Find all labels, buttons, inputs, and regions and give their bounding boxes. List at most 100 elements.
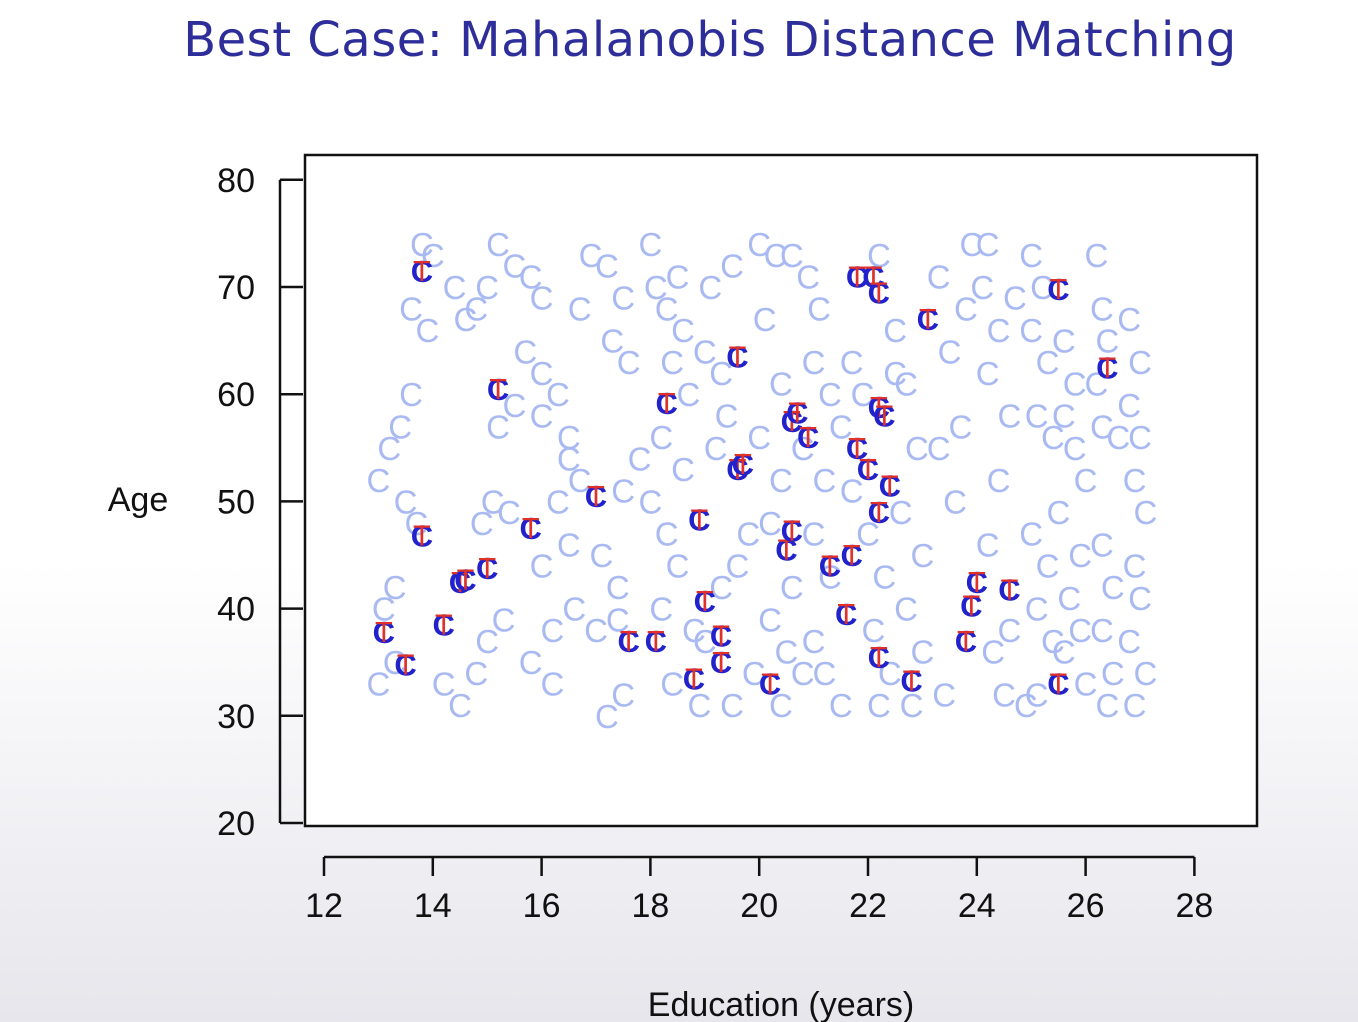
- treated-point: T: [685, 663, 703, 695]
- matched-control-point: C: [726, 452, 748, 487]
- control-point: C: [590, 537, 614, 574]
- control-point: C: [780, 237, 804, 274]
- treated-point: T: [457, 565, 475, 597]
- treated-point: T: [413, 256, 431, 288]
- treated-point: T: [691, 505, 709, 537]
- control-point: C: [497, 494, 521, 531]
- treated-point: T: [1001, 574, 1019, 606]
- control-point: C: [1019, 312, 1043, 349]
- x-tick-label: 16: [523, 887, 561, 925]
- control-point: C: [492, 601, 516, 638]
- control-point: C: [530, 398, 554, 435]
- control-point: C: [758, 505, 782, 542]
- x-tick-label: 20: [740, 887, 778, 925]
- x-tick-label: 12: [305, 887, 343, 925]
- control-point: C: [932, 676, 956, 713]
- matched-control-point: C: [955, 624, 977, 659]
- control-point: C: [541, 666, 565, 703]
- control-point: C: [1106, 419, 1130, 456]
- control-point: C: [513, 333, 537, 370]
- matched-control-point: C: [966, 565, 988, 600]
- control-point: C: [611, 280, 635, 317]
- control-point: C: [954, 290, 978, 327]
- control-point: C: [791, 430, 815, 467]
- control-point: C: [666, 548, 690, 585]
- control-point: C: [579, 237, 603, 274]
- control-point: C: [1095, 323, 1119, 360]
- control-point: C: [1090, 290, 1114, 327]
- control-point: C: [1052, 398, 1076, 435]
- control-point: C: [894, 365, 918, 402]
- control-point: C: [1046, 494, 1070, 531]
- treated-point: T: [729, 454, 747, 486]
- control-point: C: [568, 290, 592, 327]
- control-point: C: [443, 269, 467, 306]
- matched-control-point: C: [781, 513, 803, 548]
- control-point: C: [454, 301, 478, 338]
- matched-control-point: C: [846, 259, 868, 294]
- control-point: C: [1117, 623, 1141, 660]
- control-point: C: [432, 666, 456, 703]
- treated-point: T: [783, 406, 801, 438]
- control-point: C: [693, 333, 717, 370]
- control-point: C: [774, 633, 798, 670]
- control-point: C: [1068, 537, 1092, 574]
- control-point: C: [448, 687, 472, 724]
- control-point: C: [1090, 408, 1114, 445]
- x-tick-label: 24: [958, 887, 996, 925]
- control-point: C: [502, 387, 526, 424]
- treated-point: T: [957, 626, 975, 658]
- matched-control-point: C: [879, 468, 901, 503]
- matched-control-point: C: [1047, 272, 1069, 307]
- control-point: C: [671, 451, 695, 488]
- x-tick-label: 14: [414, 887, 452, 925]
- y-tick-label: 60: [217, 376, 255, 414]
- control-point: C: [557, 441, 581, 478]
- y-axis-title: Age: [108, 481, 169, 519]
- control-point: C: [883, 355, 907, 392]
- control-point: C: [987, 462, 1011, 499]
- treated-point: T: [734, 449, 752, 481]
- treated-point: T: [413, 521, 431, 553]
- control-point: C: [1019, 516, 1043, 553]
- control-point: C: [1123, 548, 1147, 585]
- treated-point: T: [587, 481, 605, 513]
- control-point: C: [856, 516, 880, 553]
- control-point: C: [638, 226, 662, 263]
- control-point: C: [976, 526, 1000, 563]
- control-point: C: [383, 569, 407, 606]
- control-point: C: [377, 430, 401, 467]
- treated-point: T: [837, 599, 855, 631]
- control-point: C: [388, 408, 412, 445]
- control-point: C: [557, 526, 581, 563]
- treated-point: T: [522, 513, 540, 545]
- control-point: C: [519, 644, 543, 681]
- control-point: C: [910, 633, 934, 670]
- control-point: C: [464, 655, 488, 692]
- matched-control-point: C: [797, 420, 819, 455]
- treated-point: T: [968, 567, 986, 599]
- treated-point: T: [435, 610, 453, 642]
- control-point: C: [611, 676, 635, 713]
- control-point: C: [1041, 419, 1065, 456]
- control-point: C: [687, 687, 711, 724]
- treated-point: T: [870, 392, 888, 424]
- control-point: C: [943, 483, 967, 520]
- matched-control-point: C: [868, 495, 890, 530]
- control-point: C: [1095, 687, 1119, 724]
- control-point: C: [1003, 280, 1027, 317]
- treated-point: T: [963, 590, 981, 622]
- matched-control-point: C: [645, 624, 667, 659]
- matched-control-point: C: [394, 647, 416, 682]
- control-point: C: [481, 483, 505, 520]
- matched-control-point: C: [694, 584, 716, 619]
- control-point: C: [840, 344, 864, 381]
- matched-control-point: C: [487, 372, 509, 407]
- control-point: C: [1014, 687, 1038, 724]
- control-point: C: [862, 612, 886, 649]
- control-point: C: [829, 408, 853, 445]
- control-point: C: [1085, 237, 1109, 274]
- matched-control-point: C: [1096, 350, 1118, 385]
- matched-control-point: C: [868, 390, 890, 425]
- control-point: C: [682, 612, 706, 649]
